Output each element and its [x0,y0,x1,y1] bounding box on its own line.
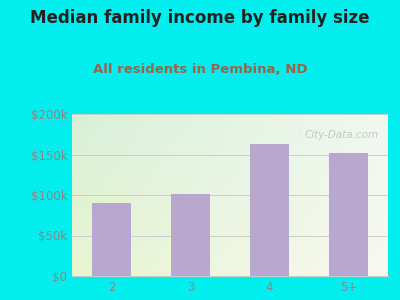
Text: All residents in Pembina, ND: All residents in Pembina, ND [93,63,307,76]
Bar [250,144,289,276]
Text: Median family income by family size: Median family income by family size [30,9,370,27]
Bar [329,153,368,276]
Text: City-Data.com: City-Data.com [304,130,378,140]
Bar [171,194,210,276]
Bar [92,203,131,276]
